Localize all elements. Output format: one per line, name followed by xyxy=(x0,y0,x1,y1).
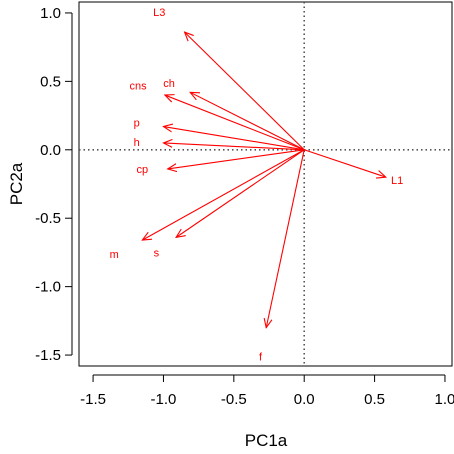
vector-label-l3: L3 xyxy=(153,7,165,19)
y-tick-label: 0.5 xyxy=(40,73,61,90)
x-tick-label: -1.0 xyxy=(151,391,177,408)
x-axis-title: PC1a xyxy=(245,431,288,450)
y-axis-title: PC2a xyxy=(7,162,26,205)
vector-label-s: s xyxy=(154,248,160,260)
vector-h xyxy=(163,143,305,151)
y-tick-label: 0.0 xyxy=(40,142,61,159)
vector-cp xyxy=(168,149,305,169)
vector-label-p: p xyxy=(134,118,140,130)
x-tick-label: -1.5 xyxy=(80,391,106,408)
vector-label-h: h xyxy=(134,137,140,149)
vector-label-l1: L1 xyxy=(391,175,403,187)
vector-cns xyxy=(165,95,305,151)
x-tick-label: 0.0 xyxy=(294,391,315,408)
vector-label-ch: ch xyxy=(163,78,175,90)
vector-l3 xyxy=(185,32,305,151)
y-tick-label: -1.5 xyxy=(35,347,61,364)
plot-frame xyxy=(78,1,453,367)
vector-label-m: m xyxy=(110,249,119,261)
vector-label-cp: cp xyxy=(137,164,149,176)
vector-f xyxy=(266,149,305,328)
vector-label-f: f xyxy=(259,352,263,364)
y-tick-label: -0.5 xyxy=(35,210,61,227)
x-tick-label: -0.5 xyxy=(221,391,247,408)
x-tick-label: 0.5 xyxy=(364,391,385,408)
vector-p xyxy=(163,127,305,151)
reference-lines xyxy=(79,2,452,366)
vector-ch xyxy=(190,92,305,151)
vector-l1 xyxy=(304,149,386,177)
y-tick-label: -1.0 xyxy=(35,279,61,296)
vector-s xyxy=(176,149,305,238)
vector-m xyxy=(142,149,305,240)
y-axis: -1.5 -1.0 -0.5 0.0 0.5 1.0 xyxy=(35,5,73,364)
x-axis: -1.5 -1.0 -0.5 0.0 0.5 1.0 xyxy=(80,374,454,408)
vector-label-cns: cns xyxy=(130,81,148,93)
x-tick-label: 1.0 xyxy=(435,391,454,408)
loading-vectors: L3 ch cns ph cp s m f L1 xyxy=(110,7,404,364)
y-tick-label: 1.0 xyxy=(40,5,61,22)
